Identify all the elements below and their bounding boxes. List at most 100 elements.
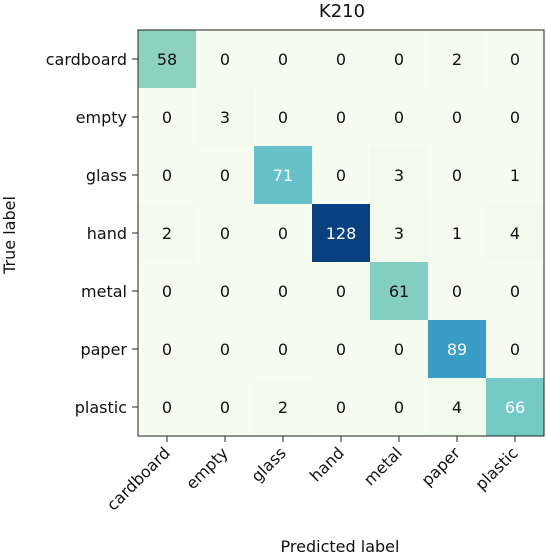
heatmap-cell — [138, 320, 197, 379]
heatmap-cell — [486, 262, 545, 321]
heatmap-cell — [370, 262, 429, 321]
cell-value-label: 3 — [220, 108, 230, 127]
y-tick-label: metal — [81, 282, 127, 301]
cell-value-label: 66 — [505, 398, 525, 417]
heatmap-cell — [196, 204, 255, 263]
heatmap-cell — [486, 88, 545, 147]
heatmap-cell — [196, 88, 255, 147]
cell-value-label: 61 — [389, 282, 409, 301]
heatmap-cell — [428, 262, 487, 321]
heatmap-cell — [428, 30, 487, 89]
heatmap-cell — [312, 30, 371, 89]
cell-value-label: 0 — [336, 50, 346, 69]
heatmap-cell — [138, 378, 197, 437]
heatmap-cell — [370, 320, 429, 379]
cell-value-label: 0 — [278, 282, 288, 301]
heatmap-cell — [370, 30, 429, 89]
heatmap-cell — [196, 378, 255, 437]
cell-value-label: 0 — [336, 398, 346, 417]
heatmap-cell — [138, 204, 197, 263]
heatmap-cell — [254, 262, 313, 321]
heatmap-cell — [486, 378, 545, 437]
cell-value-label: 3 — [394, 224, 404, 243]
heatmap-cell — [138, 30, 197, 89]
y-tick-label: plastic — [75, 398, 127, 417]
cell-value-label: 0 — [162, 282, 172, 301]
heatmap-cell — [196, 146, 255, 205]
heatmap-cell — [486, 146, 545, 205]
cell-value-label: 89 — [447, 340, 467, 359]
cell-value-label: 0 — [452, 108, 462, 127]
heatmap-cells — [138, 30, 545, 437]
cell-value-label: 0 — [220, 50, 230, 69]
heatmap-cell — [312, 88, 371, 147]
cell-value-label: 0 — [394, 108, 404, 127]
heatmap-cell — [428, 320, 487, 379]
cell-value-label: 0 — [162, 340, 172, 359]
heatmap-cell — [428, 88, 487, 147]
cell-value-label: 0 — [510, 340, 520, 359]
cell-value-label: 2 — [278, 398, 288, 417]
x-tick-label: plastic — [471, 443, 521, 493]
cell-value-label: 0 — [510, 50, 520, 69]
heatmap-cell — [196, 320, 255, 379]
x-tick-label: cardboard — [103, 443, 174, 514]
heatmap-cell — [428, 204, 487, 263]
cell-value-label: 1 — [452, 224, 462, 243]
cell-value-label: 0 — [162, 166, 172, 185]
heatmap-cell — [370, 146, 429, 205]
cell-value-label: 1 — [510, 166, 520, 185]
heatmap-cell — [138, 146, 197, 205]
cell-value-label: 0 — [510, 108, 520, 127]
heatmap-cell — [312, 262, 371, 321]
x-tick-label: hand — [306, 443, 348, 485]
cell-value-label: 0 — [220, 340, 230, 359]
heatmap-cell — [254, 30, 313, 89]
cell-value-label: 0 — [452, 166, 462, 185]
cell-value-label: 58 — [157, 50, 177, 69]
cell-value-label: 0 — [394, 340, 404, 359]
heatmap-cell — [428, 146, 487, 205]
cell-value-label: 0 — [278, 340, 288, 359]
x-tick-label: glass — [247, 443, 289, 485]
x-axis-ticks: cardboard empty glass hand metal paper plastic — [103, 436, 522, 514]
y-tick-label: cardboard — [46, 50, 127, 69]
cell-value-label: 0 — [394, 50, 404, 69]
heatmap-cell — [196, 30, 255, 89]
y-axis-title: True label — [0, 196, 19, 275]
heatmap-cell — [254, 204, 313, 263]
y-tick-label: paper — [80, 340, 127, 359]
cell-value-label: 128 — [326, 224, 357, 243]
chart-title: K210 — [319, 1, 365, 22]
cell-value-label: 0 — [162, 398, 172, 417]
heatmap-cell — [254, 378, 313, 437]
heatmap-cell — [312, 378, 371, 437]
heatmap-cell — [312, 204, 371, 263]
y-tick-label: glass — [86, 166, 127, 185]
cell-value-label: 3 — [394, 166, 404, 185]
heatmap-cell — [312, 146, 371, 205]
x-axis-title: Predicted label — [281, 537, 400, 554]
heatmap-cell — [370, 378, 429, 437]
y-axis-ticks: cardboard empty glass hand metal paper plastic — [46, 50, 138, 417]
cell-value-label: 0 — [510, 282, 520, 301]
cell-value-label: 0 — [278, 224, 288, 243]
x-tick-label: empty — [182, 443, 232, 493]
heatmap-cell — [486, 320, 545, 379]
heatmap-cell — [254, 320, 313, 379]
cell-value-label: 0 — [220, 282, 230, 301]
heatmap-cell — [254, 146, 313, 205]
heatmap-cell — [428, 378, 487, 437]
x-tick-label: metal — [360, 443, 406, 489]
heatmap-cell — [370, 204, 429, 263]
heatmap-cell — [486, 30, 545, 89]
heatmap-cell — [138, 88, 197, 147]
cell-value-label: 4 — [510, 224, 520, 243]
cell-value-label: 0 — [278, 50, 288, 69]
heatmap-cell — [370, 88, 429, 147]
cell-value-label: 2 — [452, 50, 462, 69]
heatmap-cell-labels: 58 0 0 0 0 2 0 0 3 0 0 0 0 0 0 0 71 0 3 0 1 2 0 0 128 3 1 4 0 0 0 0 61 0 0… — [157, 50, 525, 417]
cell-value-label: 0 — [220, 398, 230, 417]
y-tick-label: hand — [87, 224, 127, 243]
